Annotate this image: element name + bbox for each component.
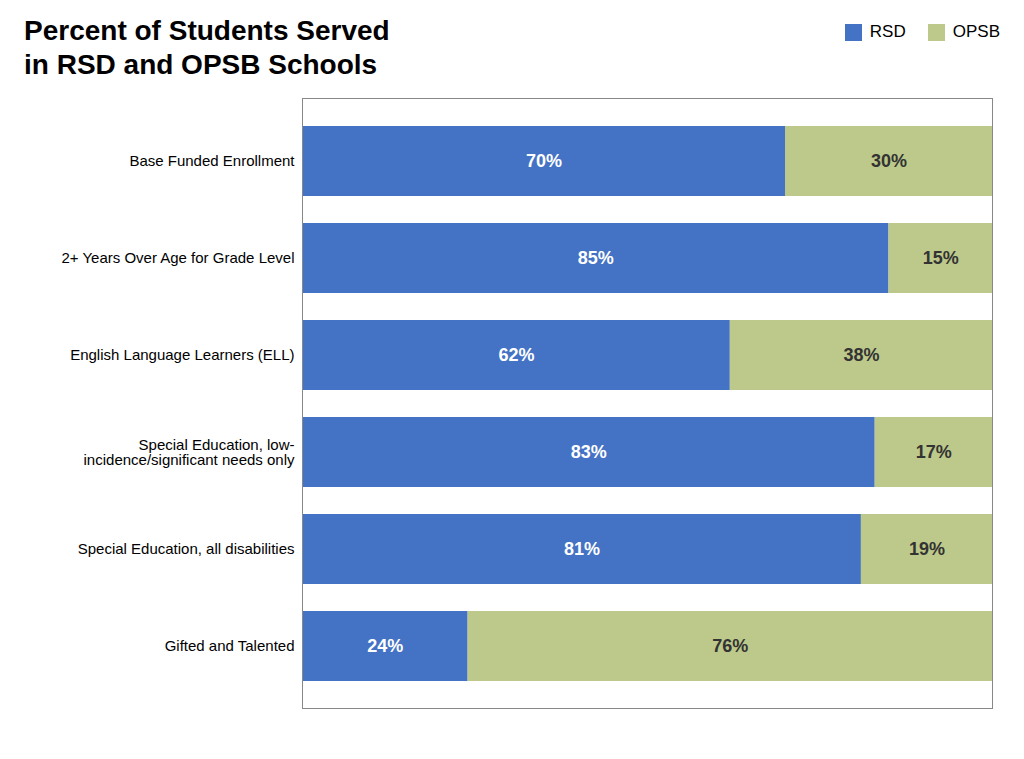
svg-text:70%: 70% <box>526 151 562 171</box>
svg-text:Base Funded Enrollment: Base Funded Enrollment <box>129 152 295 169</box>
svg-text:30%: 30% <box>871 151 907 171</box>
svg-text:Special Education, all disabil: Special Education, all disabilities <box>78 540 295 557</box>
svg-text:38%: 38% <box>843 345 879 365</box>
svg-text:15%: 15% <box>923 248 959 268</box>
svg-text:81%: 81% <box>564 539 600 559</box>
html-text:OPSB: OPSB <box>952 22 1000 41</box>
html-text:in RSD and OPSB Schools: in RSD and OPSB Schools <box>24 49 378 80</box>
html-text:Percent of Students Served: Percent of Students Served <box>24 15 390 46</box>
svg-text:83%: 83% <box>571 442 607 462</box>
svg-text:2+ Years Over Age for Grade Le: 2+ Years Over Age for Grade Level <box>61 249 294 266</box>
svg-text:Gifted and Talented: Gifted and Talented <box>165 637 295 654</box>
svg-text:Special Education, low-inciden: Special Education, low-incidence/signifi… <box>84 436 295 468</box>
svg-text:19%: 19% <box>909 539 945 559</box>
svg-text:English Language Learners (ELL: English Language Learners (ELL) <box>70 346 294 363</box>
svg-text:62%: 62% <box>498 345 534 365</box>
html-text:RSD: RSD <box>869 22 906 41</box>
svg-text:17%: 17% <box>916 442 952 462</box>
svg-text:24%: 24% <box>367 636 403 656</box>
svg-text:85%: 85% <box>578 248 614 268</box>
svg-text:76%: 76% <box>712 636 748 656</box>
